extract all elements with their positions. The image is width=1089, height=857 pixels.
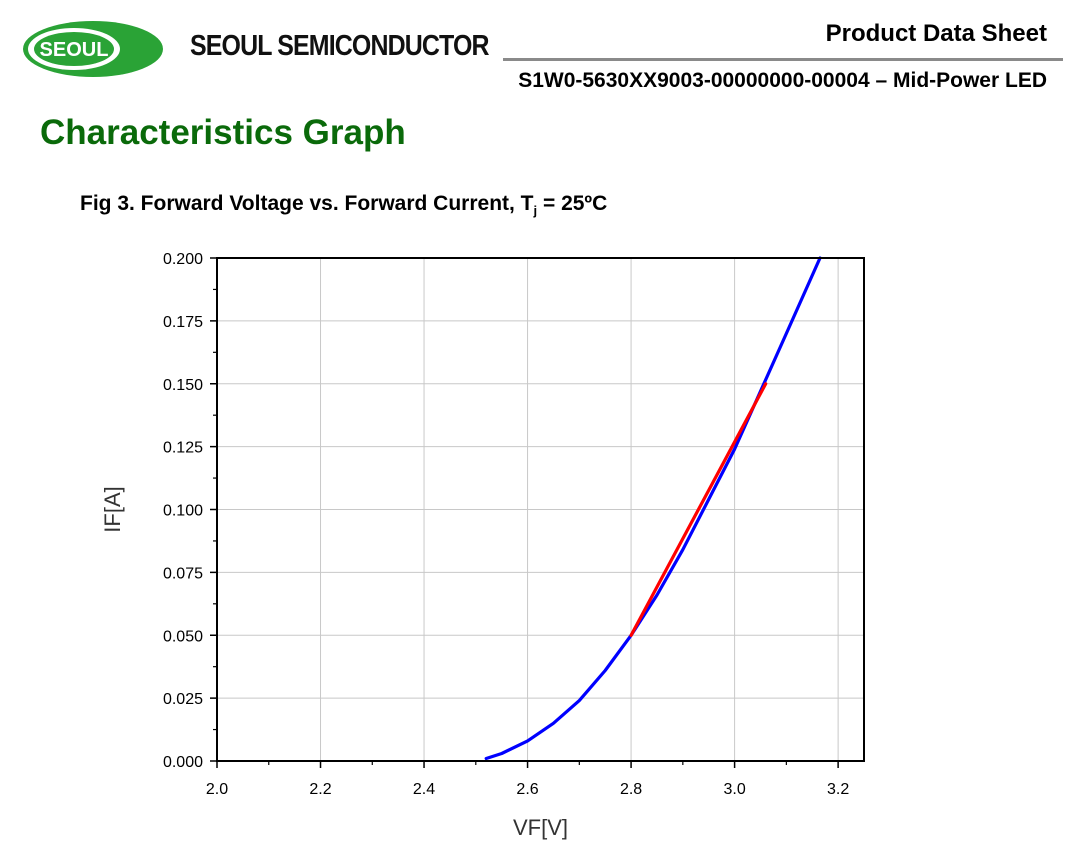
caption-subscript: j xyxy=(533,203,538,219)
x-tick-label: 2.2 xyxy=(309,781,331,798)
header-rule xyxy=(503,58,1063,61)
chart-series xyxy=(484,256,822,761)
caption-prefix: Fig 3. Forward Voltage vs. Forward Curre… xyxy=(80,192,534,215)
figure-caption: Fig 3. Forward Voltage vs. Forward Curre… xyxy=(80,192,607,218)
vf-if-curve xyxy=(484,256,822,761)
logo-text: SEOUL xyxy=(40,39,109,61)
y-tick-label: 0.075 xyxy=(163,565,203,582)
x-axis-label: VF[V] xyxy=(513,815,568,840)
linear-fit-line xyxy=(629,382,768,637)
y-axis-label: IF[A] xyxy=(100,486,125,532)
y-tick-label: 0.200 xyxy=(163,251,203,268)
x-tick-label: 3.2 xyxy=(827,781,849,798)
x-tick-label: 2.4 xyxy=(413,781,435,798)
x-tick-label: 2.6 xyxy=(516,781,538,798)
y-tick-label: 0.150 xyxy=(163,377,203,394)
x-tick-label: 2.0 xyxy=(206,781,228,798)
y-tick-label: 0.050 xyxy=(163,628,203,645)
y-tick-label: 0.175 xyxy=(163,314,203,331)
doc-type: Product Data Sheet xyxy=(825,20,1047,47)
x-tick-label: 3.0 xyxy=(723,781,745,798)
x-tick-label: 2.8 xyxy=(620,781,642,798)
caption-suffix: = 25ºC xyxy=(537,192,608,215)
seoul-logo: SEOUL xyxy=(23,21,163,77)
y-tick-label: 0.025 xyxy=(163,691,203,708)
part-number: S1W0-5630XX9003-00000000-00004 – Mid-Pow… xyxy=(518,69,1047,92)
y-tick-label: 0.000 xyxy=(163,754,203,771)
section-title: Characteristics Graph xyxy=(40,113,406,152)
y-tick-label: 0.125 xyxy=(163,440,203,457)
chart-grid xyxy=(216,257,864,762)
brand-name: SEOUL SEMICONDUCTOR xyxy=(190,30,490,62)
chart-ticks: 2.0 2.2 2.4 2.6 2.8 3.0 3.2 0.000 0.025 0.050 0.07… xyxy=(163,251,849,798)
y-tick-label: 0.100 xyxy=(163,503,203,520)
